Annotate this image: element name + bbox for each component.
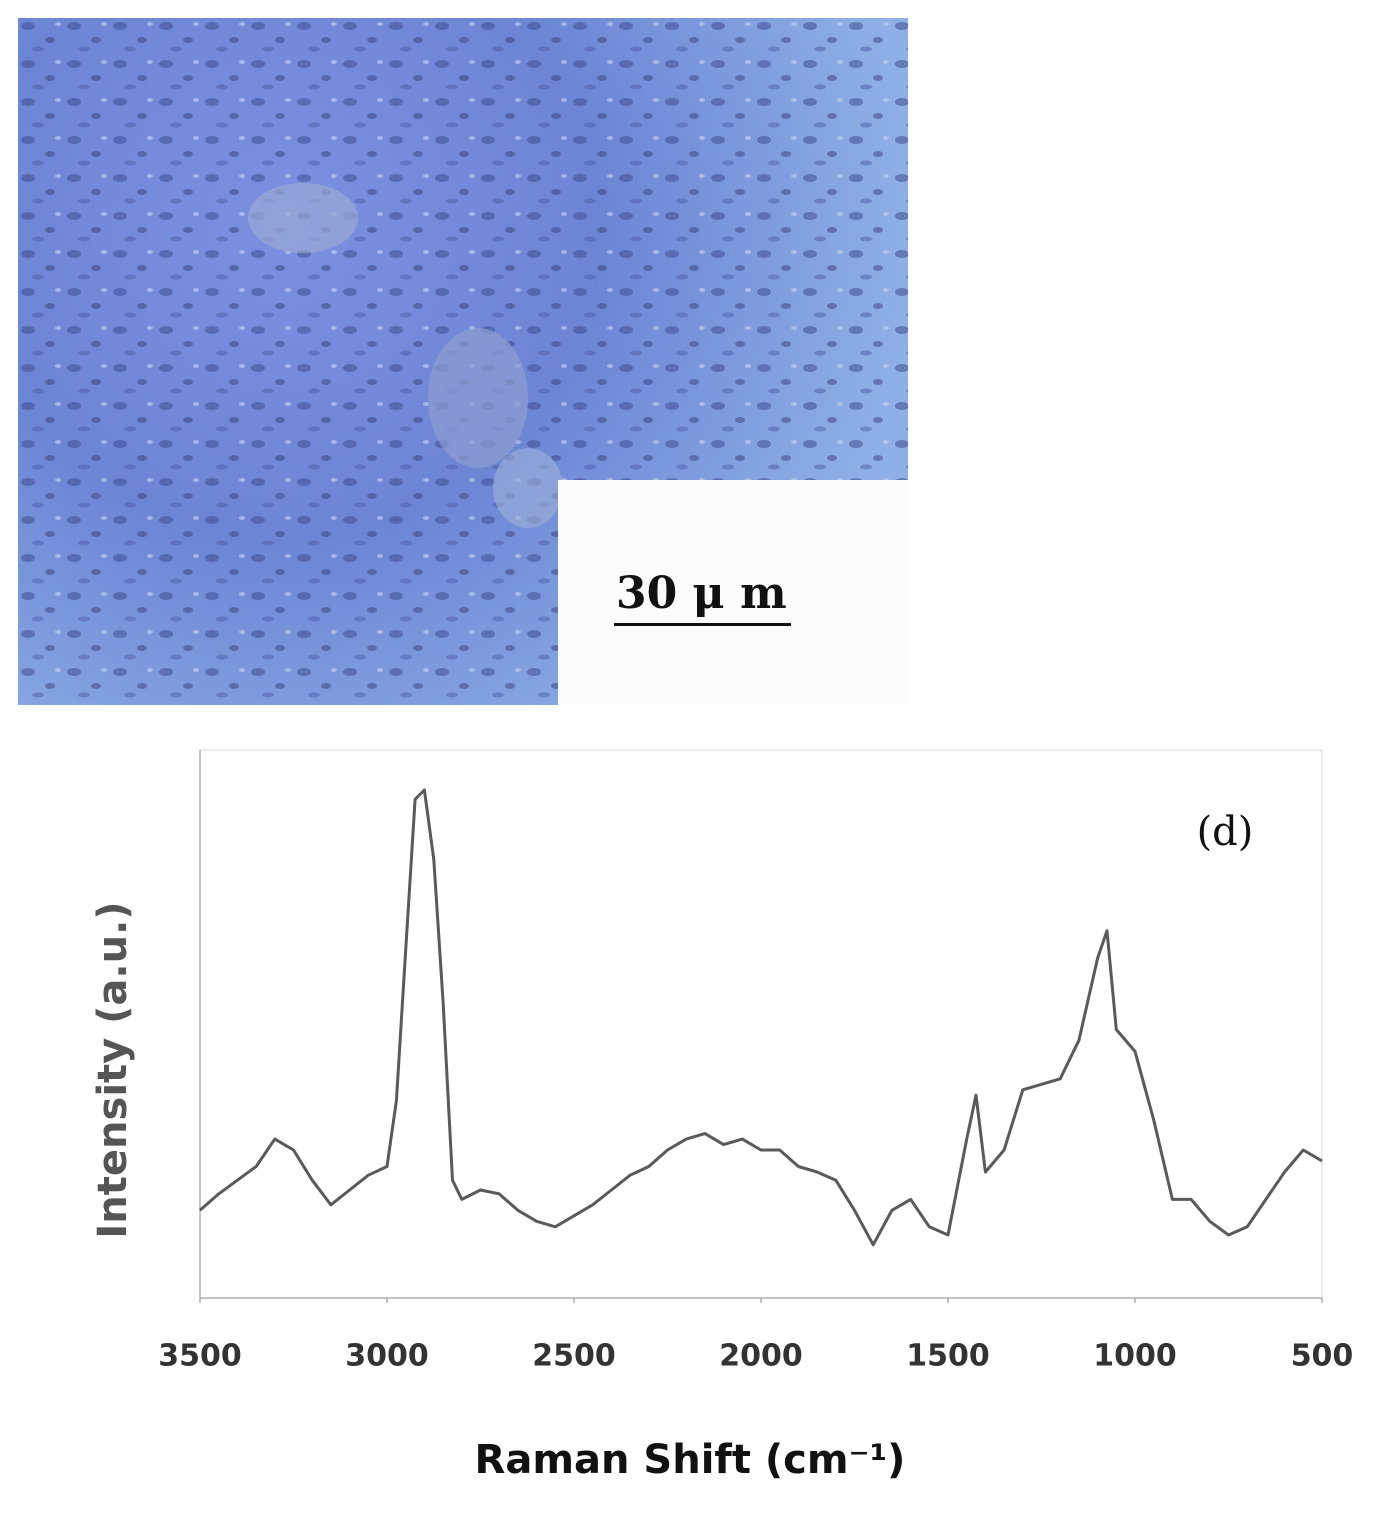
x-tick-label: 1000 <box>1093 1339 1177 1374</box>
spectrum-line <box>199 788 1323 1247</box>
plot-frame <box>199 749 1323 1299</box>
y-axis-label: Intensity (a.u.) <box>90 901 136 1238</box>
annotation: (d) <box>1197 809 1254 855</box>
x-axis-label: Raman Shift (cm⁻¹) <box>475 1437 906 1483</box>
micrograph: 30 μ m <box>18 18 908 705</box>
x-tick-label: 1500 <box>906 1339 990 1374</box>
x-tick-label: 2000 <box>719 1339 803 1374</box>
scale-bar-box: 30 μ m <box>558 480 908 705</box>
scale-bar-label: 30 μ m <box>614 568 791 626</box>
x-tick-label: 500 <box>1291 1339 1354 1374</box>
x-tick-label: 2500 <box>532 1339 616 1374</box>
x-tick-label: 3000 <box>345 1339 429 1374</box>
x-tick-label: 3500 <box>158 1339 242 1374</box>
